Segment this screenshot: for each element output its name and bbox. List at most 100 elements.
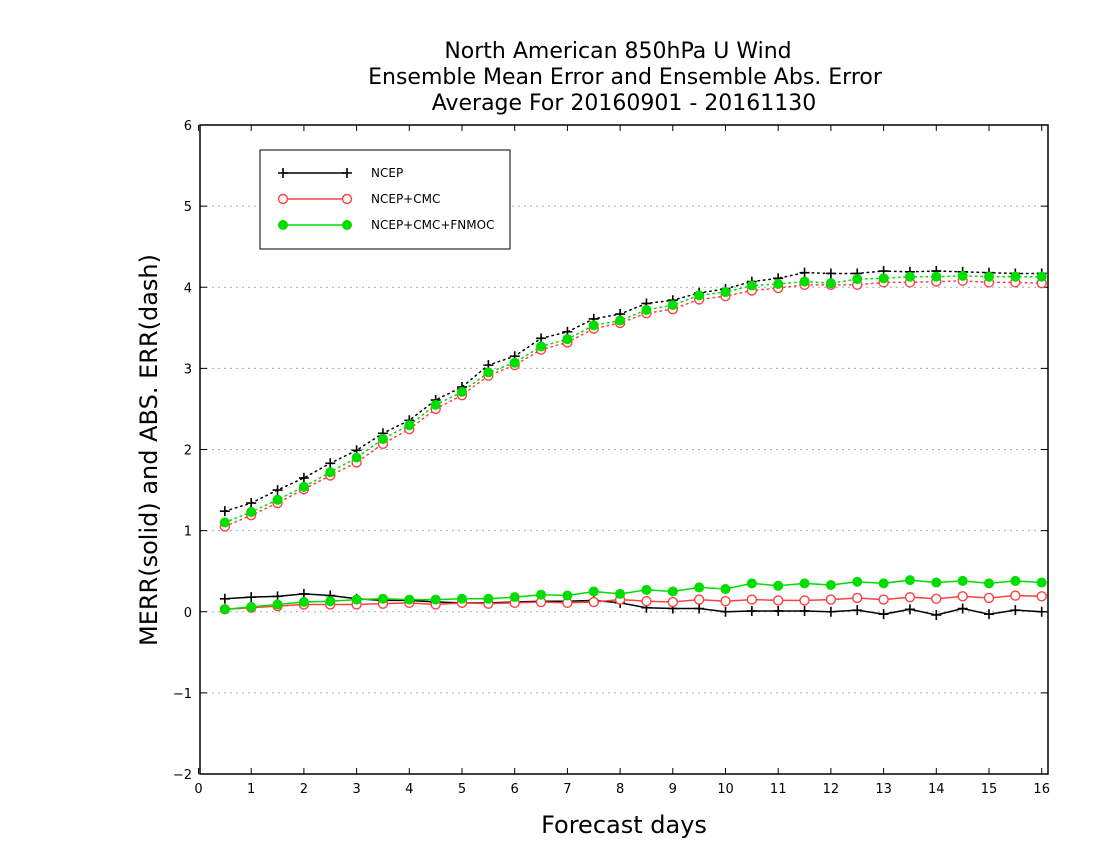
data-point-merr <box>904 591 916 603</box>
plot-frame <box>199 124 1049 775</box>
data-point-abs-err <box>536 341 547 352</box>
series-ncep-cmc <box>219 275 1047 615</box>
data-point-merr <box>746 605 757 616</box>
data-point-abs-err <box>1036 271 1047 282</box>
data-point-merr <box>536 589 547 600</box>
data-point-merr <box>799 578 810 589</box>
data-point-merr <box>1036 591 1047 602</box>
data-point-merr <box>404 594 415 605</box>
x-axis: 0 1 2 3 4 5 6 7 8 9 10 11 12 13 14 15 16 <box>194 125 1050 797</box>
data-point-abs-err <box>457 386 467 397</box>
legend-swatch-marker <box>342 220 352 230</box>
data-point-merr <box>957 603 968 614</box>
data-point-merr <box>825 606 836 617</box>
y-tick-label: −1 <box>173 687 192 702</box>
y-tick-label: 3 <box>184 362 192 377</box>
data-point-abs-err <box>1010 271 1021 282</box>
chart-title-line-3: Average For 20160901 - 20161130 <box>432 91 817 116</box>
data-point-merr <box>1036 606 1047 617</box>
legend-swatch-marker <box>341 193 353 205</box>
data-point-merr <box>957 575 968 586</box>
data-point-merr <box>351 594 362 605</box>
x-tick-label: 5 <box>458 782 466 797</box>
x-tick-label: 7 <box>563 782 571 797</box>
data-point-merr <box>1010 605 1021 616</box>
data-point-abs-err <box>509 357 520 368</box>
legend-swatch-marker <box>278 168 288 178</box>
data-point-abs-err <box>878 273 889 284</box>
x-tick-label: 8 <box>616 782 624 797</box>
data-point-merr <box>720 596 731 607</box>
data-point-merr <box>694 603 705 614</box>
data-point-merr <box>825 579 836 590</box>
legend-swatch-marker <box>278 220 288 230</box>
data-point-merr <box>615 588 626 599</box>
data-point-abs-err <box>219 517 230 528</box>
series-line-abs-err <box>224 275 1043 524</box>
x-tick-label: 12 <box>823 782 840 797</box>
data-point-abs-err <box>246 498 257 509</box>
data-point-abs-err <box>272 485 283 496</box>
x-axis-label: Forecast days <box>541 811 707 839</box>
x-tick-label: 1 <box>247 782 255 797</box>
data-point-merr <box>878 594 889 605</box>
data-point-merr <box>509 592 520 603</box>
data-point-abs-err <box>298 472 309 483</box>
legend-label: NCEP+CMC+FNMOC <box>371 218 494 232</box>
x-tick-label: 0 <box>194 782 202 797</box>
chart-title: North American 850hPa U Wind Ensemble Me… <box>368 39 883 116</box>
data-point-merr <box>852 576 863 587</box>
grid-lines <box>200 205 1048 694</box>
data-point-abs-err <box>931 271 942 282</box>
data-point-abs-err <box>825 278 836 289</box>
data-point-abs-err <box>852 274 863 285</box>
legend-item: NCEP+CMC <box>277 192 440 206</box>
data-point-merr <box>931 609 942 620</box>
data-point-merr <box>720 606 731 617</box>
x-tick-label: 11 <box>770 782 787 797</box>
y-tick-label: 4 <box>184 281 192 296</box>
data-point-abs-err <box>404 420 415 431</box>
data-point-merr <box>799 595 810 606</box>
data-point-merr <box>693 594 705 605</box>
y-tick-label: 6 <box>184 119 192 134</box>
data-point-merr <box>1010 590 1021 601</box>
data-point-abs-err <box>957 270 968 281</box>
data-point-merr <box>246 601 257 612</box>
data-point-abs-err <box>641 304 652 315</box>
data-point-merr <box>773 595 784 606</box>
x-tick-label: 13 <box>875 782 892 797</box>
y-tick-label: 2 <box>184 444 192 459</box>
x-tick-label: 3 <box>352 782 360 797</box>
data-point-abs-err <box>219 506 230 517</box>
data-point-merr <box>694 582 705 593</box>
legend: NCEP NCEP+CMC NCEP+CMC+FNMOC <box>259 149 511 250</box>
y-tick-label: 1 <box>184 525 192 540</box>
data-point-abs-err <box>694 290 705 301</box>
data-point-merr <box>641 596 652 607</box>
chart-title-line-1: North American 850hPa U Wind <box>444 39 791 64</box>
x-tick-label: 9 <box>669 782 677 797</box>
data-point-merr <box>667 596 678 608</box>
data-point-merr <box>588 586 599 597</box>
data-point-merr <box>1036 577 1047 588</box>
data-point-merr <box>852 605 863 616</box>
data-point-merr <box>325 596 336 607</box>
data-point-merr <box>641 584 652 595</box>
data-point-abs-err <box>799 267 810 278</box>
data-point-merr <box>878 609 889 620</box>
data-point-abs-err <box>984 271 994 282</box>
data-point-merr <box>957 591 968 602</box>
y-tick-label: −2 <box>173 768 192 783</box>
x-tick-label: 4 <box>405 782 413 797</box>
series-ncep-cmc-fnmoc <box>219 270 1047 615</box>
data-point-merr <box>852 592 863 604</box>
data-point-merr <box>746 578 757 589</box>
data-point-abs-err <box>746 280 757 291</box>
data-point-merr <box>219 604 230 615</box>
x-tick-label: 15 <box>981 782 998 797</box>
data-point-merr <box>984 578 994 589</box>
data-point-abs-err <box>799 276 810 287</box>
data-point-merr <box>746 594 758 605</box>
